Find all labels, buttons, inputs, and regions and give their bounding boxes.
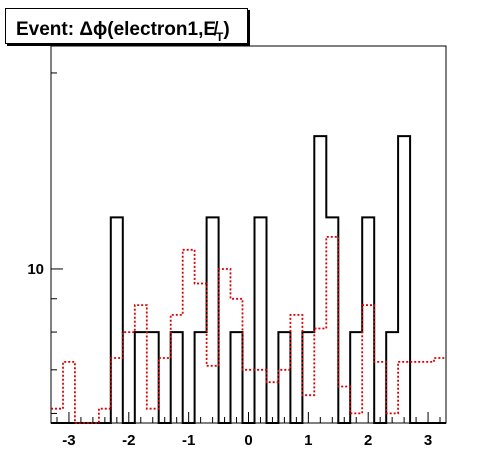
y-tick-label: 10 [27, 261, 44, 278]
x-tick-label: -3 [62, 432, 75, 449]
x-tick-label: -1 [182, 432, 195, 449]
title-sub: T [216, 30, 224, 44]
x-tick-label: 3 [424, 432, 432, 449]
x-tick-label: -2 [122, 432, 135, 449]
title-close: ) [223, 19, 230, 40]
series-line-1 [51, 236, 446, 424]
x-tick-label: 1 [304, 432, 312, 449]
title-phi: Δϕ(electron1, [79, 19, 204, 40]
x-tick-label: 2 [364, 432, 372, 449]
chart-title: Event: Δϕ(electron1,E̸T) [16, 19, 230, 44]
title-box: Event: Δϕ(electron1,E̸T) [5, 8, 248, 44]
x-tick-label: 0 [244, 432, 252, 449]
title-prefix: Event: [16, 19, 80, 40]
series-line-0 [51, 135, 446, 424]
title-met: E̸ [203, 19, 217, 40]
